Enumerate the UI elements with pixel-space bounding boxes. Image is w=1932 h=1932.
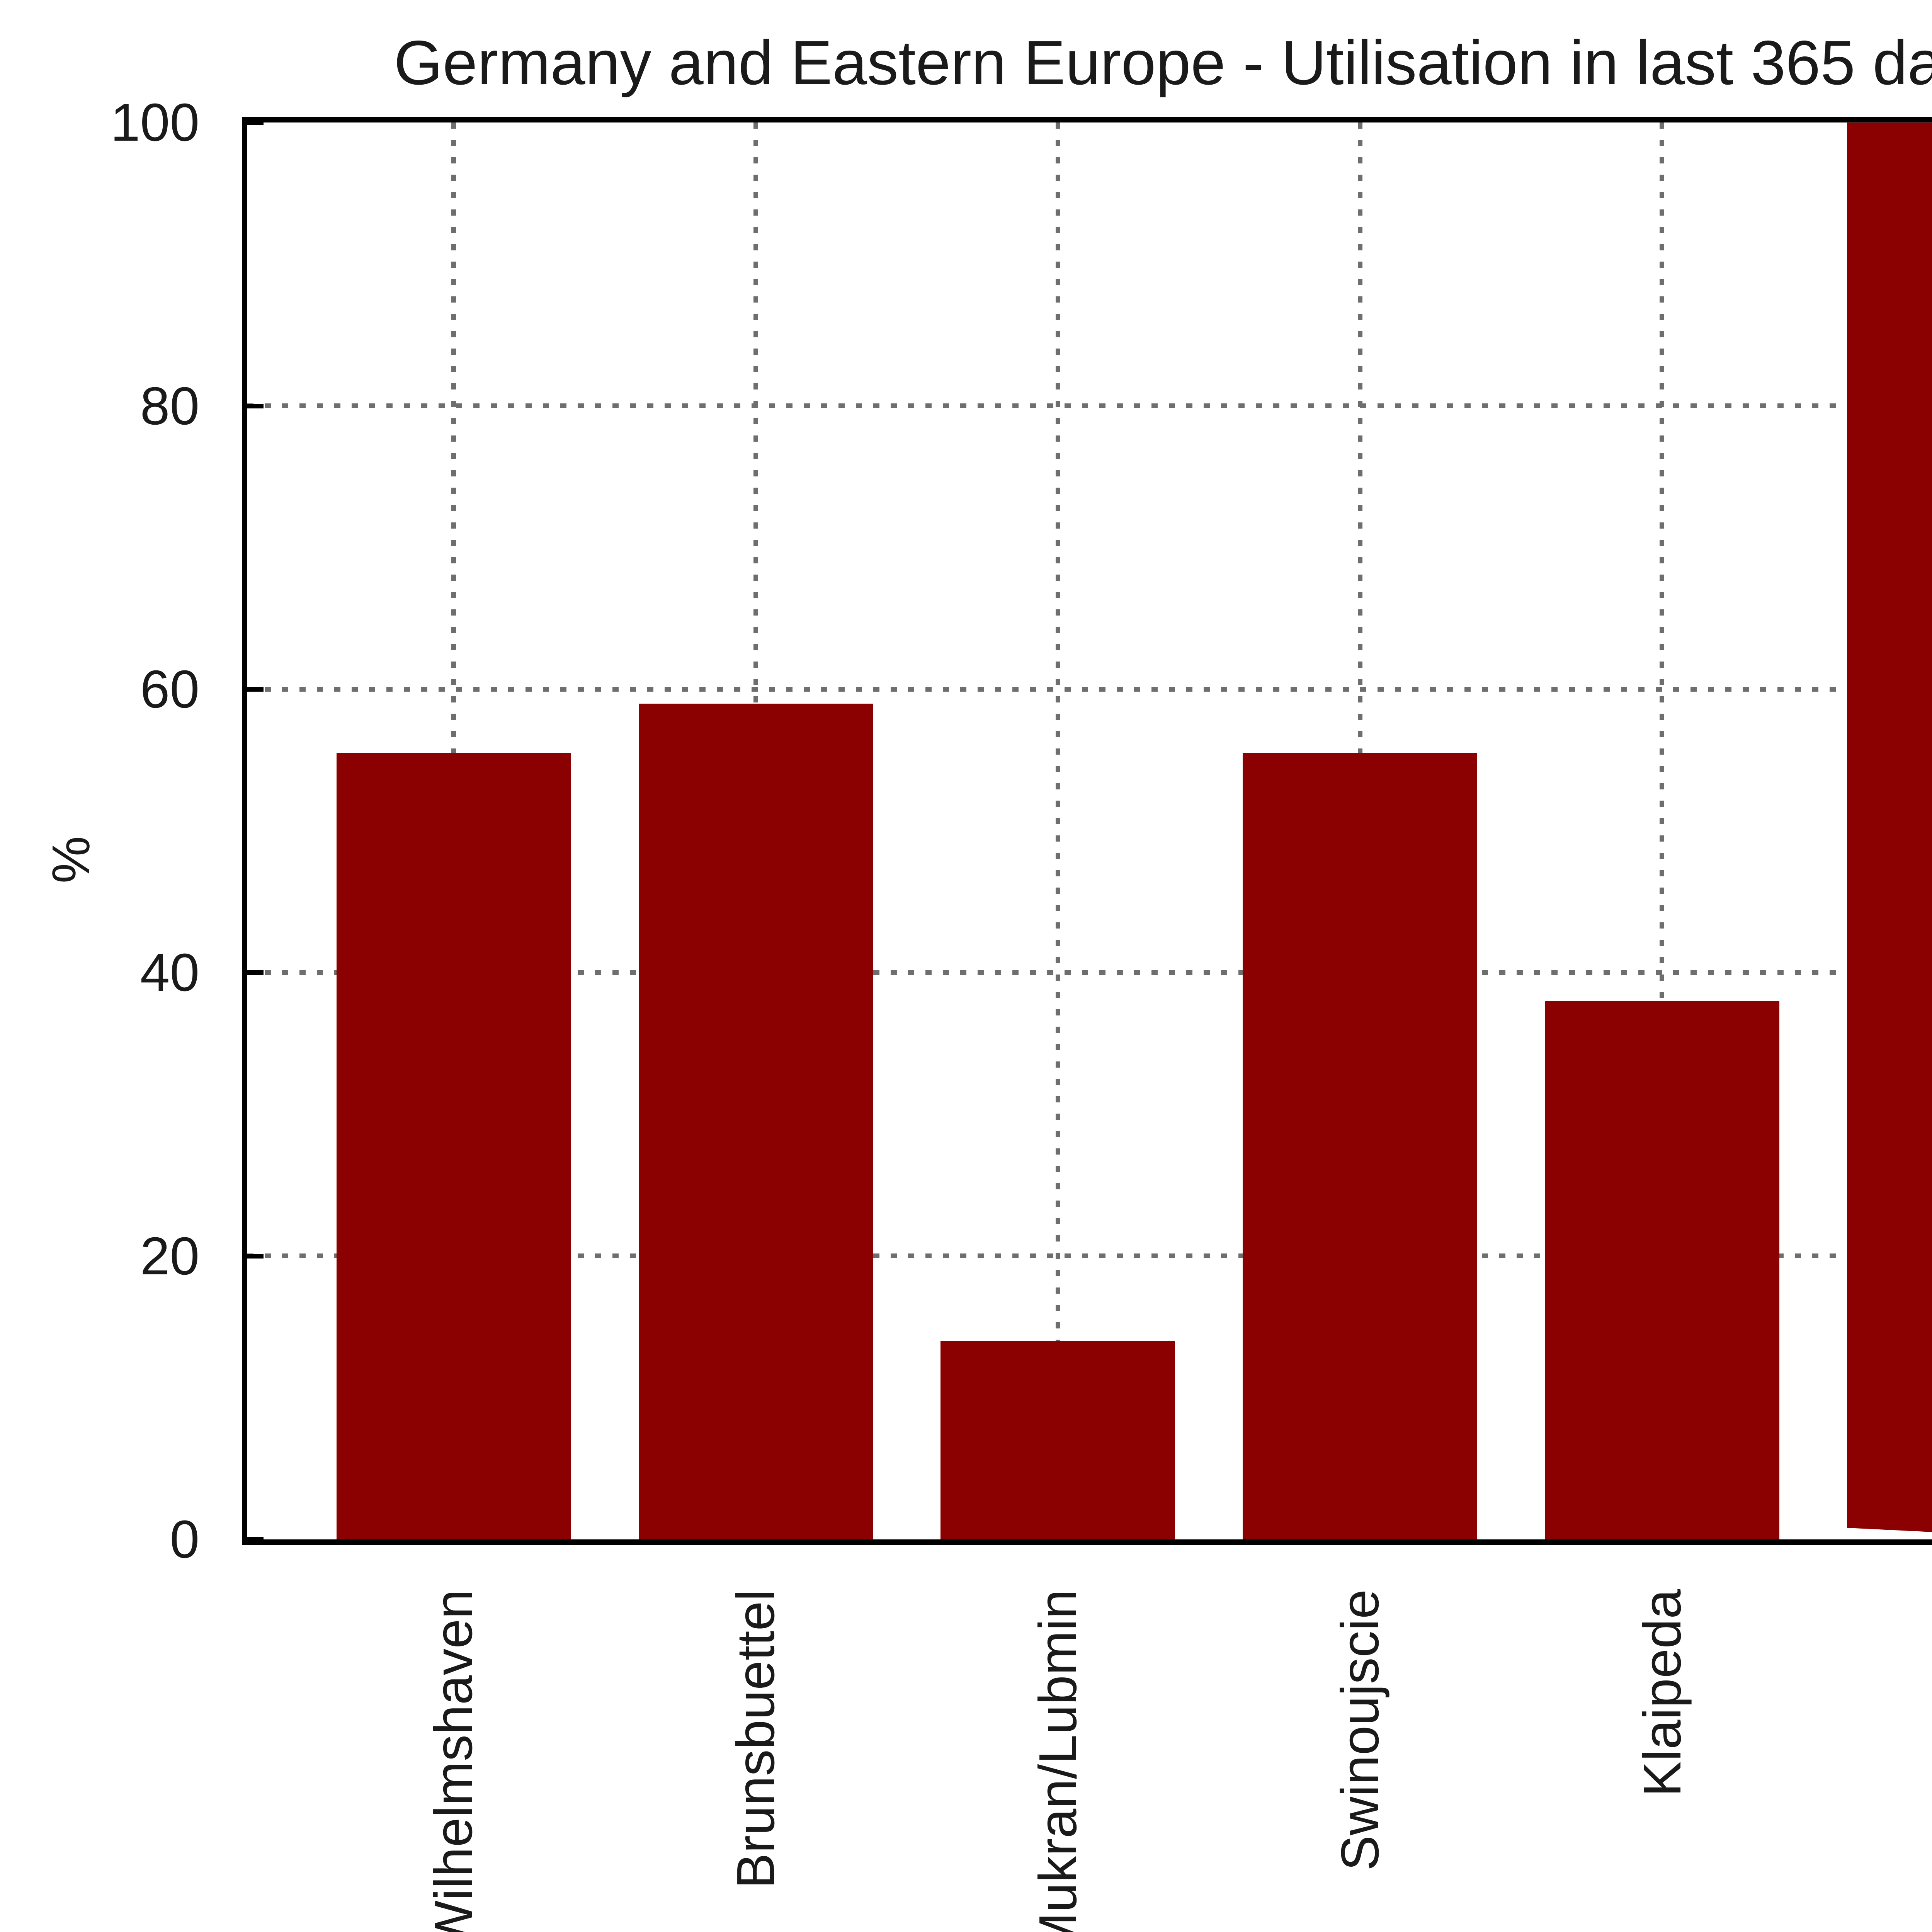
plot-inner [247, 122, 1932, 1539]
y-tick-label-60: 60 [140, 659, 200, 719]
bar-brunsbuettel [638, 703, 873, 1539]
bar-mukran-lubmin [940, 1341, 1175, 1539]
y-tick-label-80: 80 [140, 376, 200, 436]
y-tick-label-0: 0 [170, 1509, 200, 1569]
x-tick-label-klaipeda: Klaipeda [1632, 1589, 1692, 1797]
gridline-horizontal-80 [247, 403, 1932, 408]
y-tick-mark-20 [247, 1253, 264, 1259]
x-tick-label-swinoujscie: Swinoujscie [1330, 1589, 1390, 1871]
plot-area [242, 117, 1932, 1545]
gridline-horizontal-60 [247, 687, 1932, 692]
bar-inkoo [1847, 122, 1932, 1539]
x-tick-label-wilhelmshaven: Wilhelmshaven [424, 1589, 484, 1932]
gridline-vertical-3 [1055, 122, 1060, 1539]
y-tick-label-20: 20 [140, 1226, 200, 1286]
y-tick-mark-0 [247, 1537, 264, 1542]
y-tick-mark-60 [247, 687, 264, 692]
y-tick-mark-100 [247, 120, 264, 125]
x-tick-label-mukran-lubmin: Mukran/Lubmin [1028, 1589, 1088, 1932]
y-tick-label-40: 40 [140, 943, 200, 1003]
y-tick-mark-80 [247, 403, 264, 408]
bar-wilhelmshaven [336, 753, 571, 1539]
bar-klaipeda [1545, 1001, 1779, 1539]
bar-swinoujscie [1243, 753, 1477, 1539]
y-tick-mark-40 [247, 970, 264, 975]
chart-title: Germany and Eastern Europe - Utilisation… [394, 28, 1932, 98]
y-axis-label: % [41, 836, 101, 884]
y-tick-label-100: 100 [110, 93, 200, 153]
x-tick-label-brunsbuettel: Brunsbuettel [726, 1589, 786, 1889]
